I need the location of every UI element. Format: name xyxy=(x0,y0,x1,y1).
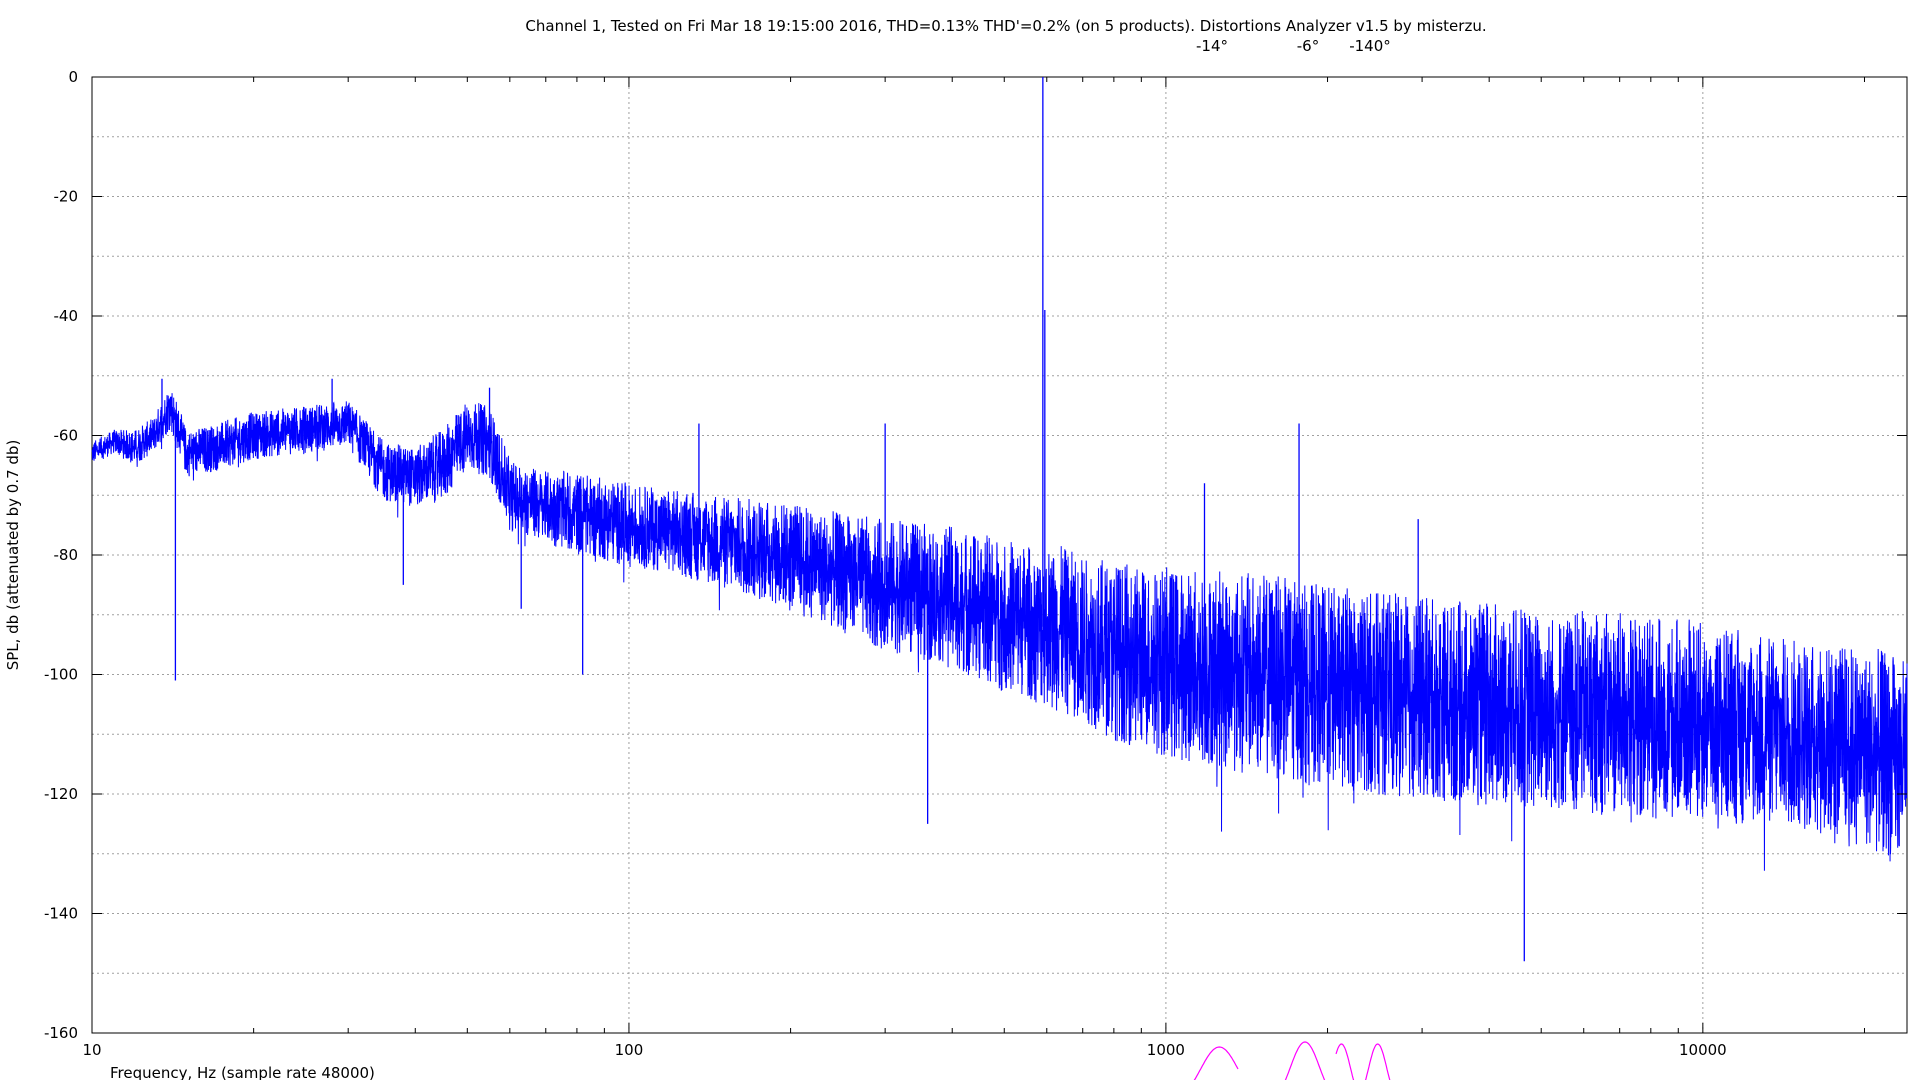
harmonic-phase-wave xyxy=(1284,1041,1326,1080)
harmonic-phase-label: -6° xyxy=(1297,37,1319,55)
x-tick-label: 100 xyxy=(615,1041,644,1059)
y-tick-label: -160 xyxy=(44,1024,78,1042)
x-tick-label: 10 xyxy=(82,1041,101,1059)
y-tick-label: 0 xyxy=(68,68,78,86)
y-tick-label: -100 xyxy=(44,666,78,684)
y-axis-ticks: 0 -20 -40 -60 -80 -100 -120 -140 -160 xyxy=(44,68,1907,1042)
y-tick-label: -140 xyxy=(44,905,78,923)
harmonic-phase-label: -140° xyxy=(1349,37,1391,55)
spectrum-series-line xyxy=(91,393,1908,871)
spectrum-peaks xyxy=(161,77,1525,962)
y-tick-label: -60 xyxy=(54,427,79,445)
x-axis-label: Frequency, Hz (sample rate 48000) xyxy=(110,1064,375,1080)
y-tick-label: -80 xyxy=(54,546,79,564)
y-tick-label: -40 xyxy=(54,307,79,325)
plot-frame xyxy=(91,76,1908,1034)
y-axis-label: SPL, db (attenuated by 0.7 db) xyxy=(4,440,22,671)
chart-title: Channel 1, Tested on Fri Mar 18 19:15:00… xyxy=(525,17,1486,35)
x-tick-label: 1000 xyxy=(1147,1041,1185,1059)
y-tick-label: -20 xyxy=(54,188,79,206)
harmonic-phase-wave xyxy=(1335,1043,1391,1080)
harmonic-phase-waves xyxy=(1193,1041,1391,1080)
harmonic-phase-wave xyxy=(1193,1046,1239,1080)
harmonic-phase-labels: -14° -6° -140° xyxy=(1196,37,1391,55)
y-tick-label: -120 xyxy=(44,785,78,803)
x-tick-label: 10000 xyxy=(1679,1041,1727,1059)
x-axis-ticks: 10 100 1000 10000 xyxy=(82,77,1727,1059)
grid xyxy=(92,77,1907,1033)
harmonic-phase-label: -14° xyxy=(1196,37,1228,55)
